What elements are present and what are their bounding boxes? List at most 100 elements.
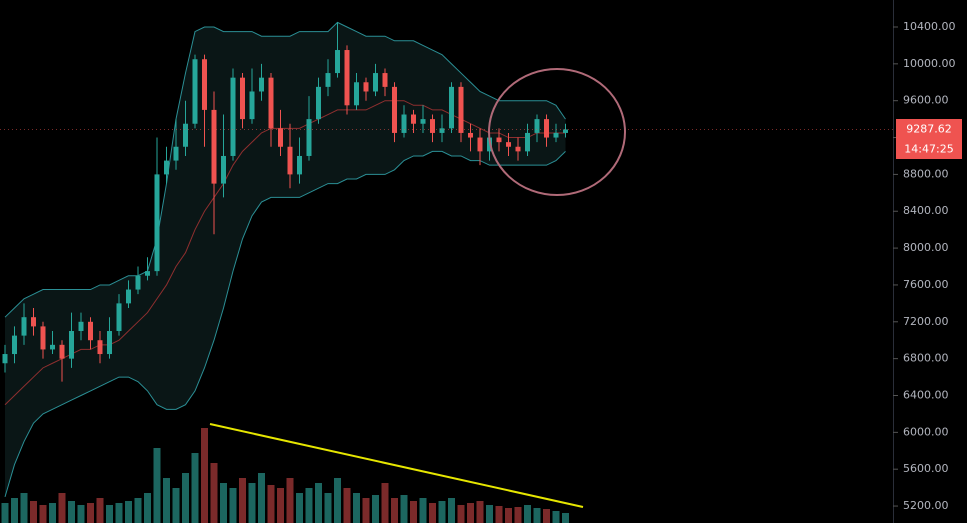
- volume-bar: [457, 505, 465, 523]
- candle-body: [392, 86, 397, 133]
- y-tick-label: 5200.00: [903, 499, 949, 512]
- volume-bar: [438, 501, 446, 523]
- candle-body: [287, 146, 293, 175]
- candle-body: [202, 59, 207, 110]
- candle-body: [183, 123, 188, 147]
- volume-bar: [552, 511, 560, 523]
- candle-body: [506, 142, 511, 147]
- volume-bar: [210, 463, 218, 523]
- volume-bar: [533, 508, 541, 523]
- candle-body: [335, 50, 340, 74]
- y-tick-label: 7600.00: [903, 278, 949, 291]
- volume-bar: [172, 488, 180, 523]
- volume-bar: [1, 503, 9, 523]
- volume-bar: [315, 483, 322, 523]
- candle-body: [2, 354, 8, 364]
- volume-bar: [20, 493, 28, 523]
- volume-bar: [258, 473, 265, 523]
- volume-bar: [286, 478, 294, 523]
- last-price-label: 9287.62: [906, 123, 952, 136]
- volume-bar: [153, 448, 161, 523]
- candle-body: [354, 82, 359, 106]
- candle-body: [363, 82, 369, 92]
- candle-body: [430, 119, 435, 133]
- volume-bar: [134, 498, 142, 523]
- volume-bar: [163, 478, 170, 523]
- volume-bar: [353, 493, 360, 523]
- candle-body: [192, 59, 198, 124]
- candle-body: [126, 289, 131, 304]
- candle-body: [458, 86, 464, 133]
- candle-body: [316, 86, 321, 120]
- candle-body: [496, 137, 502, 143]
- volume-bar: [191, 453, 199, 523]
- candle-body: [525, 132, 530, 152]
- volume-bar: [305, 488, 313, 523]
- volume-bar: [125, 501, 132, 523]
- candle-body: [173, 146, 179, 161]
- countdown-label: 14:47:25: [904, 143, 953, 156]
- volume-bar: [400, 495, 408, 523]
- candle-body: [278, 128, 283, 147]
- candle-body: [211, 109, 217, 184]
- price-axis: 5200.00 5600.00 6000.00 6400.00 6800.00 7200.…: [893, 20, 956, 512]
- volume-bar: [87, 503, 94, 523]
- candle-body: [21, 317, 27, 336]
- volume-bar: [144, 493, 151, 523]
- volume-bar: [182, 473, 189, 523]
- volume-bar: [239, 478, 246, 523]
- candle-body: [563, 129, 568, 133]
- plot-area: [0, 21, 893, 523]
- candle-body: [544, 119, 549, 138]
- band-line: [4, 21, 566, 318]
- volume-bar: [476, 501, 484, 523]
- candle-body: [116, 303, 122, 332]
- volume-bar: [77, 505, 85, 523]
- band-fill: [5, 22, 566, 497]
- volume-bar: [68, 501, 75, 523]
- volume-bar: [11, 498, 18, 523]
- candle-body: [107, 331, 112, 355]
- volume-bar: [229, 488, 237, 523]
- volume-bar: [562, 513, 569, 523]
- y-tick-label: 10000.00: [903, 57, 956, 70]
- volume-bar: [267, 485, 275, 523]
- candle-body: [515, 146, 521, 152]
- volume-bar: [201, 428, 208, 523]
- trend-line: [209, 423, 584, 508]
- volume-bar: [514, 507, 522, 523]
- volume-bar: [115, 503, 123, 523]
- y-tick-label: 6000.00: [903, 425, 949, 438]
- candle-body: [154, 174, 160, 272]
- last-price-box: [896, 119, 962, 139]
- y-tick-label: 6400.00: [903, 388, 949, 401]
- volume-bar: [419, 498, 427, 523]
- y-tick-label: 5600.00: [903, 462, 949, 475]
- volume-bar: [334, 478, 341, 523]
- highlight-circle: [488, 68, 626, 196]
- y-tick-label: 9600.00: [903, 94, 949, 107]
- volume-bar: [39, 505, 47, 523]
- candle-body: [164, 160, 169, 175]
- volume-bar: [362, 498, 370, 523]
- volume-bar: [343, 488, 351, 523]
- volume-bar: [277, 488, 284, 523]
- y-tick-label: 8800.00: [903, 167, 949, 180]
- candle-body: [135, 275, 141, 290]
- volume-bar: [410, 501, 417, 523]
- y-tick-label: 7200.00: [903, 315, 949, 328]
- candle-body: [31, 317, 36, 327]
- candle-body: [401, 114, 407, 133]
- volume-bar: [248, 483, 256, 523]
- volume-bar: [391, 498, 398, 523]
- volume-bar: [543, 509, 550, 523]
- volume-bar: [495, 506, 503, 523]
- volume-bar: [96, 498, 104, 523]
- candle-body: [325, 73, 331, 87]
- y-tick-label: 8000.00: [903, 241, 949, 254]
- candle-body: [259, 77, 264, 92]
- candle-body: [268, 77, 274, 129]
- candle-body: [97, 340, 103, 355]
- volume-bar: [429, 503, 436, 523]
